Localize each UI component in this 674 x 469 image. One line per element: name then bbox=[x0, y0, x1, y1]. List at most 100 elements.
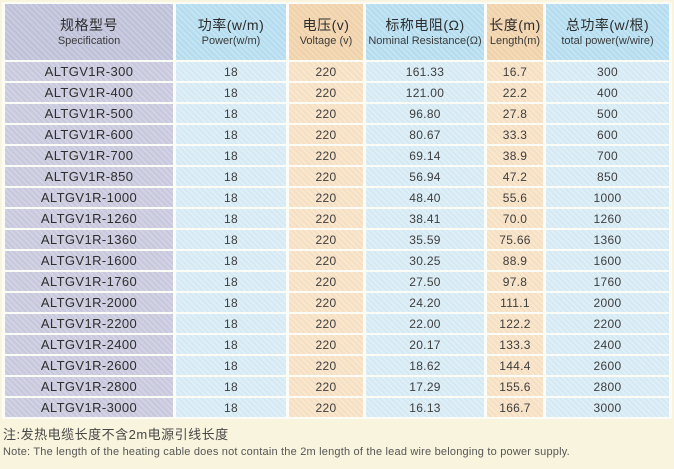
table-row: ALTGV1R-2800 18 220 17.29 155.6 2800 bbox=[5, 377, 669, 396]
cell-nominal-resistance: 121.00 bbox=[366, 83, 484, 102]
cell-power: 18 bbox=[176, 209, 286, 228]
cell-nominal-resistance: 18.62 bbox=[366, 356, 484, 375]
cell-nominal-resistance: 24.20 bbox=[366, 293, 484, 312]
header-voltage: 电压(v) Voltage (v) bbox=[289, 4, 363, 60]
table-row: ALTGV1R-2000 18 220 24.20 111.1 2000 bbox=[5, 293, 669, 312]
table-row: ALTGV1R-2600 18 220 18.62 144.4 2600 bbox=[5, 356, 669, 375]
cell-length: 144.4 bbox=[487, 356, 543, 375]
cell-power: 18 bbox=[176, 398, 286, 417]
cell-length: 97.8 bbox=[487, 272, 543, 291]
header-length-en: Length(m) bbox=[489, 34, 541, 47]
cell-nominal-resistance: 30.25 bbox=[366, 251, 484, 270]
cell-specification: ALTGV1R-1260 bbox=[5, 209, 173, 228]
cell-nominal-resistance: 69.14 bbox=[366, 146, 484, 165]
cell-voltage: 220 bbox=[289, 230, 363, 249]
cell-voltage: 220 bbox=[289, 251, 363, 270]
cell-nominal-resistance: 35.59 bbox=[366, 230, 484, 249]
header-specification: 规格型号 Specification bbox=[5, 4, 173, 60]
cell-total-power: 700 bbox=[546, 146, 669, 165]
table-row: ALTGV1R-2400 18 220 20.17 133.3 2400 bbox=[5, 335, 669, 354]
cell-voltage: 220 bbox=[289, 356, 363, 375]
cell-voltage: 220 bbox=[289, 188, 363, 207]
cell-power: 18 bbox=[176, 146, 286, 165]
table-row: ALTGV1R-1760 18 220 27.50 97.8 1760 bbox=[5, 272, 669, 291]
cell-length: 111.1 bbox=[487, 293, 543, 312]
header-nominal-resistance-zh: 标称电阻(Ω) bbox=[385, 16, 465, 33]
header-voltage-en: Voltage (v) bbox=[299, 34, 353, 47]
header-total-power-zh: 总功率(w/根) bbox=[565, 16, 650, 33]
cell-length: 75.66 bbox=[487, 230, 543, 249]
cell-voltage: 220 bbox=[289, 62, 363, 81]
cell-specification: ALTGV1R-500 bbox=[5, 104, 173, 123]
cell-nominal-resistance: 38.41 bbox=[366, 209, 484, 228]
cell-specification: ALTGV1R-400 bbox=[5, 83, 173, 102]
cell-voltage: 220 bbox=[289, 125, 363, 144]
header-voltage-zh: 电压(v) bbox=[302, 16, 350, 33]
cell-power: 18 bbox=[176, 314, 286, 333]
cell-specification: ALTGV1R-2200 bbox=[5, 314, 173, 333]
cell-power: 18 bbox=[176, 377, 286, 396]
cell-length: 122.2 bbox=[487, 314, 543, 333]
cell-length: 16.7 bbox=[487, 62, 543, 81]
cell-specification: ALTGV1R-1360 bbox=[5, 230, 173, 249]
header-length-zh: 长度(m) bbox=[489, 16, 541, 33]
header-specification-en: Specification bbox=[57, 34, 121, 47]
cell-nominal-resistance: 27.50 bbox=[366, 272, 484, 291]
cell-power: 18 bbox=[176, 125, 286, 144]
header-power-zh: 功率(w/m) bbox=[197, 16, 265, 33]
table-body: ALTGV1R-300 18 220 161.33 16.7 300 ALTGV… bbox=[5, 62, 669, 417]
cell-power: 18 bbox=[176, 335, 286, 354]
cell-specification: ALTGV1R-2400 bbox=[5, 335, 173, 354]
cell-power: 18 bbox=[176, 293, 286, 312]
table-row: ALTGV1R-400 18 220 121.00 22.2 400 bbox=[5, 83, 669, 102]
table-row: ALTGV1R-1600 18 220 30.25 88.9 1600 bbox=[5, 251, 669, 270]
cell-power: 18 bbox=[176, 83, 286, 102]
cell-voltage: 220 bbox=[289, 314, 363, 333]
cell-power: 18 bbox=[176, 188, 286, 207]
header-power: 功率(w/m) Power(w/m) bbox=[176, 4, 286, 60]
cell-specification: ALTGV1R-600 bbox=[5, 125, 173, 144]
cell-total-power: 2800 bbox=[546, 377, 669, 396]
cell-nominal-resistance: 16.13 bbox=[366, 398, 484, 417]
cell-length: 33.3 bbox=[487, 125, 543, 144]
cell-specification: ALTGV1R-700 bbox=[5, 146, 173, 165]
header-total-power: 总功率(w/根) total power(w/wire) bbox=[546, 4, 669, 60]
cell-length: 155.6 bbox=[487, 377, 543, 396]
cell-nominal-resistance: 22.00 bbox=[366, 314, 484, 333]
cell-length: 27.8 bbox=[487, 104, 543, 123]
cell-total-power: 1600 bbox=[546, 251, 669, 270]
cell-total-power: 1760 bbox=[546, 272, 669, 291]
cell-nominal-resistance: 56.94 bbox=[366, 167, 484, 186]
header-row: 规格型号 Specification 功率(w/m) Power(w/m) 电压… bbox=[5, 4, 669, 60]
cell-specification: ALTGV1R-300 bbox=[5, 62, 173, 81]
cell-specification: ALTGV1R-3000 bbox=[5, 398, 173, 417]
cell-nominal-resistance: 161.33 bbox=[366, 62, 484, 81]
cell-specification: ALTGV1R-850 bbox=[5, 167, 173, 186]
spec-table: 规格型号 Specification 功率(w/m) Power(w/m) 电压… bbox=[2, 2, 672, 419]
table-row: ALTGV1R-300 18 220 161.33 16.7 300 bbox=[5, 62, 669, 81]
cell-total-power: 1360 bbox=[546, 230, 669, 249]
cell-total-power: 3000 bbox=[546, 398, 669, 417]
cell-specification: ALTGV1R-2800 bbox=[5, 377, 173, 396]
cell-power: 18 bbox=[176, 356, 286, 375]
cell-length: 133.3 bbox=[487, 335, 543, 354]
cell-nominal-resistance: 48.40 bbox=[366, 188, 484, 207]
cell-total-power: 300 bbox=[546, 62, 669, 81]
cell-total-power: 1000 bbox=[546, 188, 669, 207]
table-row: ALTGV1R-700 18 220 69.14 38.9 700 bbox=[5, 146, 669, 165]
header-specification-zh: 规格型号 bbox=[60, 16, 118, 33]
cell-power: 18 bbox=[176, 251, 286, 270]
cell-total-power: 850 bbox=[546, 167, 669, 186]
cell-voltage: 220 bbox=[289, 167, 363, 186]
note-en: Note: The length of the heating cable do… bbox=[3, 446, 570, 458]
table-row: ALTGV1R-2200 18 220 22.00 122.2 2200 bbox=[5, 314, 669, 333]
cell-nominal-resistance: 80.67 bbox=[366, 125, 484, 144]
cell-specification: ALTGV1R-2000 bbox=[5, 293, 173, 312]
cell-voltage: 220 bbox=[289, 335, 363, 354]
note-zh: 注:发热电缆长度不含2m电源引线长度 bbox=[3, 427, 229, 442]
cell-power: 18 bbox=[176, 272, 286, 291]
cell-total-power: 2400 bbox=[546, 335, 669, 354]
cell-specification: ALTGV1R-2600 bbox=[5, 356, 173, 375]
header-power-en: Power(w/m) bbox=[201, 34, 261, 47]
cell-length: 166.7 bbox=[487, 398, 543, 417]
